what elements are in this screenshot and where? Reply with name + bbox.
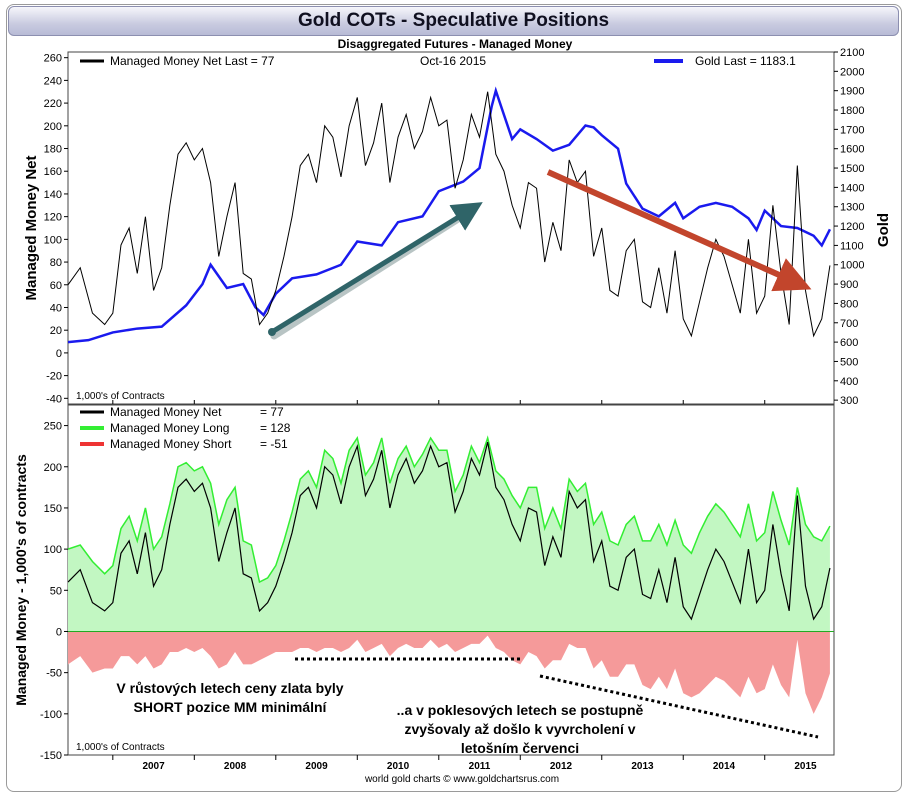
date-label: Oct-16 2015 [420,54,486,68]
left-tick-label: 180 [44,144,62,156]
x-year-label: 2008 [224,761,247,772]
bottom-axis-label: Managed Money - 1,000's of contracts [13,454,29,706]
x-year-label: 2014 [713,761,736,772]
top-axes: -40 -20 0 20 40 60 80 100 120 140 160 180 200 220 240 2… [44,47,865,407]
left-tick-label: 120 [44,212,62,224]
legend-net-bottom-value: = 77 [260,405,284,419]
x-year-label: 2012 [550,761,573,772]
x-year-label: 2010 [387,761,410,772]
right-tick-label: 700 [840,318,858,330]
right-tick-label: 1600 [840,144,864,156]
legend-net-bottom-label: Managed Money Net [110,405,222,419]
right-tick-label: 1900 [840,86,864,98]
red-trend-arrow [546,169,812,292]
long-area [68,437,830,632]
legend-short-value: = -51 [260,437,288,451]
chart-title: Gold COTs - Speculative Positions [8,6,899,36]
annotation-right-line3: letošním červenci [461,740,579,756]
left-tick-label: 200 [44,121,62,133]
top-panel [67,51,835,405]
annotation-left-line2: SHORT pozice MM minimální [134,699,328,715]
managed-money-net-line [67,91,831,338]
right-tick-label: 1400 [840,182,864,194]
x-year-label: 2007 [142,761,165,772]
right-tick-label: 2100 [840,47,864,59]
left-tick-label: 160 [44,166,62,178]
left-tick-label: 60 [50,280,62,292]
x-year-label: 2011 [469,761,491,772]
bottom-units-note: 1,000's of Contracts [76,742,165,753]
legend-short-label: Managed Money Short [110,437,232,451]
right-tick-label: 1000 [840,260,864,272]
left-tick-label: 40 [50,302,62,314]
legend-gold-label: Gold Last = 1183.1 [695,54,796,68]
right-tick-label: 800 [840,298,858,310]
top-units-note: 1,000's of Contracts [76,391,165,402]
left-tick-label: 0 [56,348,62,360]
bottom-axes: -150 -100 -50 0 50 100 150 200 250 2007 2008 2009 20… [40,400,817,772]
right-axis-label: Gold [875,213,892,247]
x-year-label: 2013 [631,761,654,772]
left-tick-label: 140 [44,189,62,201]
left-tick-label: 220 [44,98,62,110]
right-tick-label: 1500 [840,163,864,175]
right-tick-label: 600 [840,337,858,349]
right-tick-label: 2000 [840,66,864,78]
right-tick-label: 1300 [840,202,864,214]
bottom-left-tick-label: -50 [46,668,62,680]
legend-long-value: = 128 [260,421,291,435]
left-tick-label: -40 [46,393,62,405]
gold-price-line [67,86,832,344]
legend-net-label: Managed Money Net Last = 77 [110,54,275,68]
right-tick-label: 400 [840,376,858,388]
bottom-left-tick-label: 200 [44,462,62,474]
bottom-left-tick-label: 0 [56,626,62,638]
left-tick-label: 20 [50,325,62,337]
bottom-left-tick-label: -150 [40,750,62,762]
bottom-left-tick-label: 100 [44,544,62,556]
green-arrow-start [268,328,276,336]
left-axis-label: Managed Money Net [23,155,40,300]
annotation-right-line1: ..a v poklesových letech se postupně [397,702,644,718]
annotation-right-line2: zvyšovaly až došlo k vyvrcholení v [404,721,635,737]
chart-subtitle: Disaggregated Futures - Managed Money [338,37,573,51]
right-tick-label: 1700 [840,124,864,136]
legend-long-label: Managed Money Long [110,421,229,435]
right-tick-label: 500 [840,356,858,368]
top-lines [67,86,832,344]
right-tick-label: 300 [840,395,858,407]
long-line [67,435,831,584]
right-tick-label: 1800 [840,105,864,117]
left-tick-label: 100 [44,234,62,246]
annotation-left-line1: V růstových letech ceny zlata byly [116,680,343,696]
bottom-left-tick-label: -100 [40,709,62,721]
left-tick-label: 260 [44,53,62,65]
right-tick-label: 900 [840,279,858,291]
x-year-label: 2015 [794,761,817,772]
bottom-left-tick-label: 50 [50,585,62,597]
bottom-areas [67,435,834,714]
green-trend-arrow [270,202,483,335]
short-area [68,631,830,714]
x-year-label: 2009 [305,761,328,772]
bottom-left-tick-label: 250 [44,421,62,433]
right-tick-label: 1200 [840,221,864,233]
left-tick-label: -20 [46,371,62,383]
right-tick-label: 1100 [840,240,864,252]
net-line-bottom [67,441,831,621]
left-tick-label: 240 [44,75,62,87]
bottom-left-tick-label: 150 [44,503,62,515]
footer-credit: world gold charts © www.goldchartsrus.co… [364,774,559,785]
left-tick-label: 80 [50,257,62,269]
